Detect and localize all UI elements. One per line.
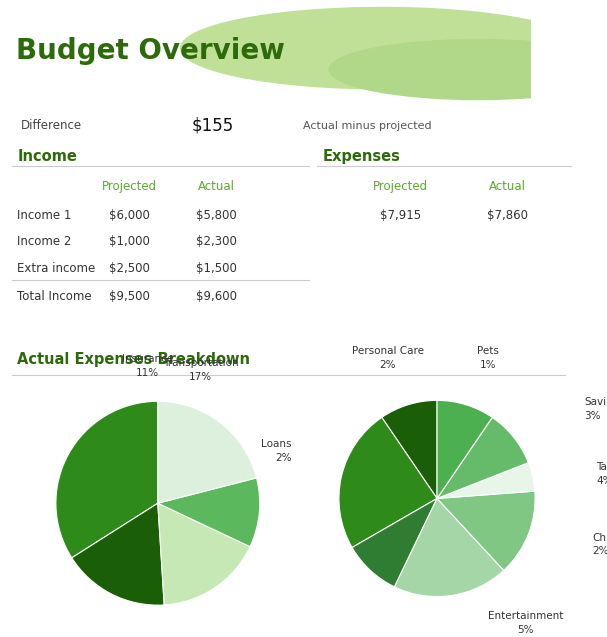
Text: Income 1: Income 1 (17, 208, 72, 222)
Text: Total Income: Total Income (17, 290, 92, 303)
Text: Expenses: Expenses (323, 150, 401, 164)
Text: $9,600: $9,600 (195, 290, 237, 303)
Text: $7,860: $7,860 (487, 208, 528, 222)
Text: Extra income: Extra income (17, 262, 95, 275)
Text: Actual: Actual (198, 180, 235, 193)
Text: Actual: Actual (489, 180, 526, 193)
Text: 1%: 1% (480, 360, 497, 370)
Text: Personal Care: Personal Care (352, 347, 424, 356)
Wedge shape (352, 498, 437, 587)
Wedge shape (437, 417, 528, 498)
Wedge shape (382, 400, 437, 498)
Text: Actual Expenses Breakdown: Actual Expenses Breakdown (17, 352, 250, 367)
Circle shape (329, 39, 607, 99)
Wedge shape (437, 400, 492, 498)
Text: $7,915: $7,915 (380, 208, 421, 222)
Wedge shape (339, 417, 437, 547)
Wedge shape (395, 498, 504, 596)
Wedge shape (158, 503, 250, 605)
Wedge shape (56, 401, 158, 558)
Text: Difference: Difference (21, 119, 83, 132)
Text: $2,300: $2,300 (196, 235, 237, 248)
Text: $9,500: $9,500 (109, 290, 150, 303)
Text: Transportation: Transportation (163, 357, 239, 368)
Text: 11%: 11% (136, 368, 159, 378)
Text: Insurance: Insurance (122, 354, 173, 364)
Text: Projected: Projected (373, 180, 429, 193)
Wedge shape (158, 478, 260, 547)
Text: Pets: Pets (477, 347, 499, 356)
Text: 4%: 4% (596, 476, 607, 486)
Wedge shape (437, 491, 535, 570)
Text: $6,000: $6,000 (109, 208, 150, 222)
Text: 17%: 17% (189, 372, 212, 382)
Text: 2%: 2% (380, 360, 396, 370)
Wedge shape (158, 401, 257, 503)
Text: $155: $155 (191, 117, 234, 135)
Text: Income 2: Income 2 (17, 235, 72, 248)
Text: Savings: Savings (584, 397, 607, 407)
Text: Loans: Loans (262, 440, 292, 450)
Text: 5%: 5% (517, 625, 534, 635)
Text: 3%: 3% (584, 411, 601, 421)
Circle shape (180, 8, 584, 89)
Wedge shape (72, 503, 164, 605)
Text: Projected: Projected (102, 180, 157, 193)
Text: 2%: 2% (276, 454, 292, 463)
Wedge shape (437, 462, 535, 498)
Text: Income: Income (17, 150, 77, 164)
Text: Entertainment: Entertainment (487, 611, 563, 621)
Text: $1,500: $1,500 (196, 262, 237, 275)
Text: $1,000: $1,000 (109, 235, 150, 248)
Text: Budget Overview: Budget Overview (16, 38, 285, 66)
Text: $2,500: $2,500 (109, 262, 150, 275)
Text: $5,800: $5,800 (196, 208, 237, 222)
Text: 2%: 2% (592, 547, 607, 557)
Text: Actual minus projected: Actual minus projected (303, 121, 432, 131)
Text: Children: Children (592, 533, 607, 543)
Text: Taxes: Taxes (596, 462, 607, 472)
